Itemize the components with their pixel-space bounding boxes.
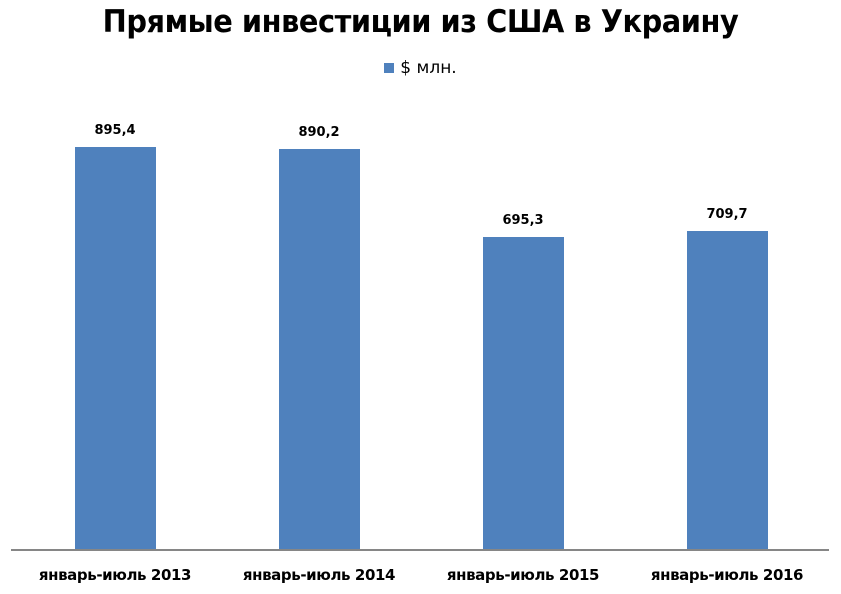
chart-legend: $ млн.	[0, 58, 841, 78]
data-label: 709,7	[706, 207, 748, 222]
x-tick-label: январь-июль 2014	[242, 566, 396, 584]
legend-swatch	[384, 63, 395, 73]
bar	[278, 149, 360, 550]
x-tick-label: январь-июль 2016	[650, 566, 804, 584]
legend-label: $ млн.	[400, 58, 457, 78]
bar	[74, 147, 156, 550]
x-tick-label: январь-июль 2013	[38, 566, 192, 584]
data-label: 895,4	[94, 123, 136, 138]
x-tick-label: январь-июль 2015	[446, 566, 600, 584]
bar	[686, 231, 768, 550]
chart-title: Прямые инвестиции из США в Украину	[102, 4, 739, 40]
x-axis-line	[11, 549, 829, 551]
data-label: 890,2	[298, 125, 340, 140]
data-label: 695,3	[502, 213, 544, 228]
bar	[482, 237, 564, 550]
